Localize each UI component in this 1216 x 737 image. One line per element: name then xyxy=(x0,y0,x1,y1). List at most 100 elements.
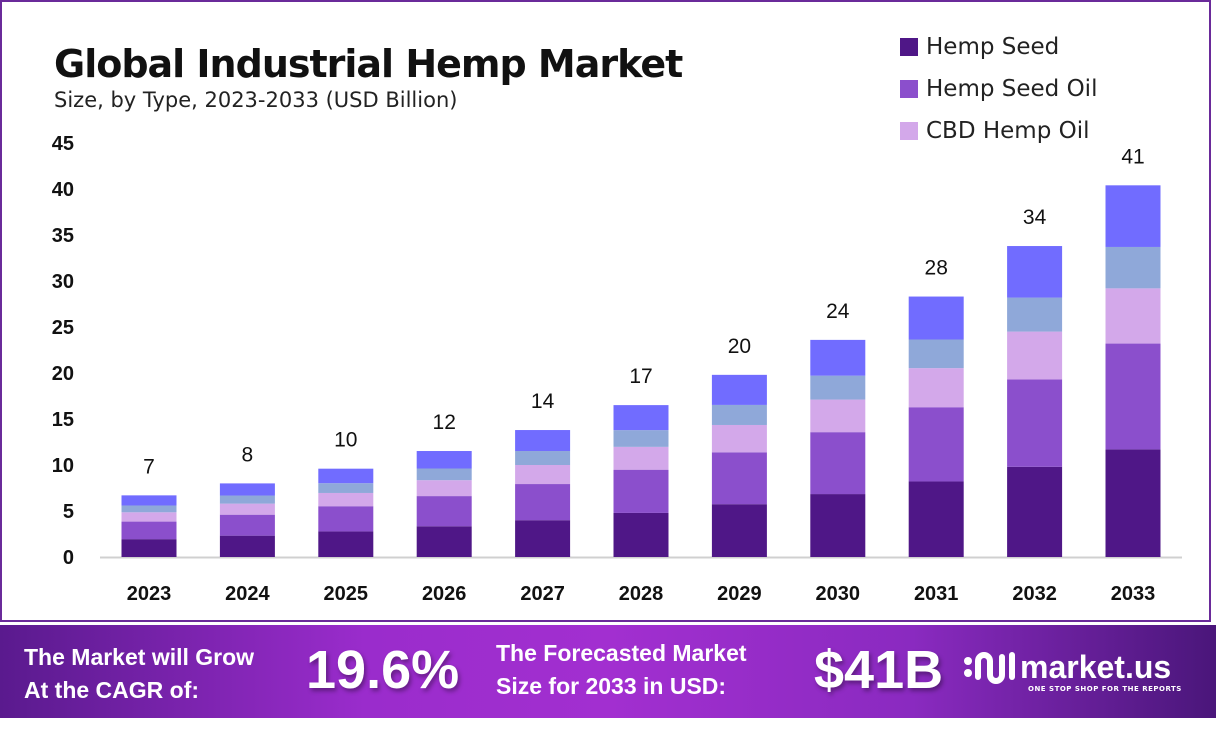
y-tick-label: 35 xyxy=(52,225,74,247)
bar-segment-2027-series-2 xyxy=(515,484,571,521)
forecast-text: The Forecasted Market Size for 2033 in U… xyxy=(496,637,747,703)
legend-swatch xyxy=(900,80,918,98)
x-tick-label: 2032 xyxy=(1012,583,1057,605)
bar-segment-2024-series-2 xyxy=(219,514,275,536)
bar-segment-2023-series-3 xyxy=(121,512,177,522)
y-tick-label: 45 xyxy=(52,133,74,155)
bar-segment-2024-series-4 xyxy=(219,495,275,504)
market-us-logo: market.us ONE STOP SHOP FOR THE REPORTS xyxy=(962,647,1181,693)
legend-item-hemp-seed: Hemp Seed xyxy=(900,26,1097,68)
y-tick-label: 15 xyxy=(52,409,74,431)
chart-subtitle: Size, by Type, 2023-2033 (USD Billion) xyxy=(54,88,458,112)
total-label: 7 xyxy=(143,455,155,478)
y-tick-label: 10 xyxy=(52,455,74,477)
bar-segment-2028-series-1 xyxy=(613,512,669,557)
legend: Hemp Seed Hemp Seed Oil CBD Hemp Oil xyxy=(900,26,1097,152)
bar-segment-2030-series-3 xyxy=(810,399,866,433)
bar-segment-2032-series-2 xyxy=(1007,379,1063,467)
bar-segment-2029-series-1 xyxy=(711,504,767,557)
bar-segment-2028-series-4 xyxy=(613,430,669,447)
bar-segment-2033-series-2 xyxy=(1105,343,1161,450)
total-label: 20 xyxy=(728,335,751,358)
bar-segment-2023-series-4 xyxy=(121,505,177,513)
logo-tagline: ONE STOP SHOP FOR THE REPORTS xyxy=(1028,685,1182,693)
bar-segment-2031-series-5 xyxy=(908,296,964,340)
bar-segment-2033-series-3 xyxy=(1105,288,1161,344)
bar-segment-2026-series-1 xyxy=(416,526,472,557)
legend-label: Hemp Seed Oil xyxy=(926,76,1098,102)
bar-segment-2032-series-3 xyxy=(1007,331,1063,380)
bar-segment-2026-series-2 xyxy=(416,496,472,527)
chart-frame xyxy=(0,0,1211,622)
legend-swatch xyxy=(900,122,918,140)
bar-segment-2031-series-1 xyxy=(908,481,964,557)
y-tick-label: 0 xyxy=(63,547,74,569)
logo-name: market.us xyxy=(1020,648,1172,685)
x-tick-label: 2023 xyxy=(127,583,172,605)
forecast-text-line1: The Forecasted Market xyxy=(496,640,747,666)
bar-segment-2025-series-4 xyxy=(318,483,374,493)
bar-segment-2024-series-5 xyxy=(219,483,275,496)
bar-segment-2033-series-5 xyxy=(1105,185,1161,247)
bar-chart: 0510152025303540457202382024102025122026… xyxy=(52,133,1182,605)
bar-segment-2027-series-1 xyxy=(515,520,571,557)
bar-segment-2024-series-3 xyxy=(219,503,275,515)
bar-segment-2033-series-1 xyxy=(1105,449,1161,557)
bar-segment-2029-series-2 xyxy=(711,452,767,505)
bar-segment-2026-series-3 xyxy=(416,480,472,497)
legend-item-hemp-seed-oil: Hemp Seed Oil xyxy=(900,68,1097,110)
total-label: 28 xyxy=(925,257,948,280)
bar-segment-2029-series-5 xyxy=(711,374,767,405)
x-tick-label: 2025 xyxy=(324,583,369,605)
chart-title: Global Industrial Hemp Market xyxy=(54,42,683,86)
bar-segment-2027-series-4 xyxy=(515,451,571,465)
x-tick-label: 2024 xyxy=(225,583,270,605)
x-tick-label: 2026 xyxy=(422,583,467,605)
y-tick-label: 30 xyxy=(52,271,74,293)
bar-segment-2032-series-1 xyxy=(1007,466,1063,557)
bar-segment-2032-series-4 xyxy=(1007,297,1063,332)
total-label: 24 xyxy=(826,300,850,323)
cagr-text: The Market will Grow At the CAGR of: xyxy=(24,641,254,707)
legend-swatch xyxy=(900,38,918,56)
total-label: 17 xyxy=(629,365,652,388)
y-tick-label: 5 xyxy=(63,501,74,523)
legend-label: Hemp Seed xyxy=(926,34,1060,60)
bar-segment-2030-series-4 xyxy=(810,375,866,400)
cagr-value: 19.6% xyxy=(306,640,460,700)
bar-segment-2023-series-1 xyxy=(121,539,177,557)
x-tick-label: 2030 xyxy=(816,583,861,605)
legend-item-cbd-hemp-oil: CBD Hemp Oil xyxy=(900,110,1097,152)
market-us-logo-icon xyxy=(964,652,1015,684)
bar-segment-2025-series-1 xyxy=(318,531,374,557)
forecast-text-line2: Size for 2033 in USD: xyxy=(496,673,727,699)
cagr-text-line1: The Market will Grow xyxy=(24,644,255,670)
bar-segment-2023-series-2 xyxy=(121,521,177,540)
total-label: 34 xyxy=(1023,206,1047,229)
bar-segment-2032-series-5 xyxy=(1007,246,1063,298)
x-tick-label: 2028 xyxy=(619,583,664,605)
legend-label: CBD Hemp Oil xyxy=(926,118,1090,144)
cagr-text-line2: At the CAGR of: xyxy=(24,677,200,703)
bar-segment-2025-series-3 xyxy=(318,492,374,507)
total-label: 10 xyxy=(334,429,357,452)
bar-segment-2023-series-5 xyxy=(121,495,177,506)
forecast-value: $41B xyxy=(814,640,944,700)
bar-segment-2030-series-5 xyxy=(810,339,866,376)
y-tick-label: 40 xyxy=(52,179,74,201)
bar-segment-2030-series-1 xyxy=(810,494,866,557)
x-tick-label: 2033 xyxy=(1111,583,1156,605)
bar-segment-2026-series-4 xyxy=(416,468,472,481)
total-label: 14 xyxy=(531,390,555,413)
bar-segment-2031-series-3 xyxy=(908,368,964,408)
bar-segment-2028-series-3 xyxy=(613,446,669,470)
bar-segment-2025-series-2 xyxy=(318,506,374,532)
bar-segment-2031-series-2 xyxy=(908,407,964,482)
bar-segment-2024-series-1 xyxy=(219,535,275,557)
bar-segment-2025-series-5 xyxy=(318,468,374,484)
bar-segment-2033-series-4 xyxy=(1105,246,1161,289)
x-tick-label: 2027 xyxy=(520,583,565,605)
footer-banner: The Market will Grow At the CAGR of: 19.… xyxy=(0,625,1216,718)
total-label: 8 xyxy=(242,443,254,466)
bar-segment-2030-series-2 xyxy=(810,432,866,495)
